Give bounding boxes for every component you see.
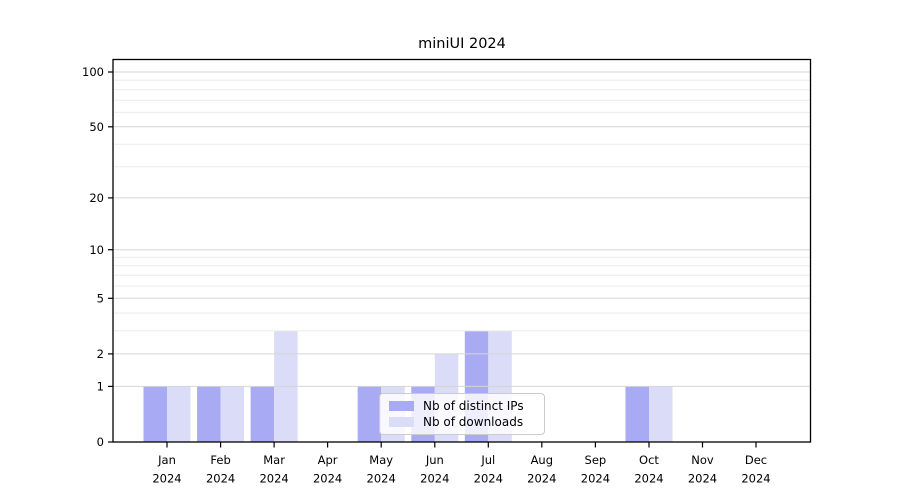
x-tick-label-mar: Mar 2024 [259,453,288,486]
legend-item-downloads: Nb of downloads [389,415,536,429]
axis-ticks [108,71,757,448]
y-tick-label: 50 [89,120,104,134]
x-tick-label-oct: Oct 2024 [634,453,663,486]
bar-downloads-jan [167,386,191,442]
y-tick-label: 20 [89,191,104,205]
y-tick-labels: 0 1 2 5 10 20 50 100 [82,65,104,449]
x-tick-labels: Jan 2024 Feb 2024 Mar 2024 Apr 2024 May 2024 Jun 20… [152,453,770,486]
y-tick-label: 2 [97,347,104,361]
y-tick-label: 100 [82,65,104,79]
legend-item-distinct-ips: Nb of distinct IPs [389,399,536,413]
bar-downloads-feb [220,386,245,442]
bar-distinct-ips-feb [197,386,221,442]
y-tick-label: 10 [89,243,104,257]
legend-label-distinct-ips: Nb of distinct IPs [423,398,524,413]
bar-distinct-ips-mar [250,386,275,442]
bar-downloads-oct [649,386,673,442]
y-tick-label: 0 [97,435,104,449]
x-tick-label-may: May 2024 [367,453,396,486]
x-tick-label-feb: Feb 2024 [206,453,235,486]
legend: Nb of distinct IPs Nb of downloads [379,393,545,435]
x-tick-label-jan: Jan 2024 [152,453,181,486]
plot-border [112,58,812,443]
bar-distinct-ips-jan [143,386,167,442]
legend-label-downloads: Nb of downloads [423,415,524,430]
minor-gridlines [113,79,810,332]
x-tick-label-nov: Nov 2024 [688,453,717,486]
x-tick-label-aug: Aug 2024 [527,453,556,486]
legend-swatch-distinct-ips [389,400,414,411]
bar-distinct-ips-oct [625,386,649,442]
bar-distinct-ips-may [357,386,382,442]
y-tick-label: 5 [97,292,104,306]
x-tick-label-apr: Apr 2024 [313,453,342,486]
legend-swatch-downloads [389,417,414,428]
major-gridlines [113,71,810,387]
chart-title: miniUI 2024 [418,36,506,52]
x-tick-label-dec: Dec 2024 [741,453,770,486]
x-tick-label-jul: Jul 2024 [474,453,503,486]
x-tick-label-jun: Jun 2024 [420,453,449,486]
y-tick-label: 1 [97,380,104,394]
x-tick-label-sep: Sep 2024 [581,453,610,486]
